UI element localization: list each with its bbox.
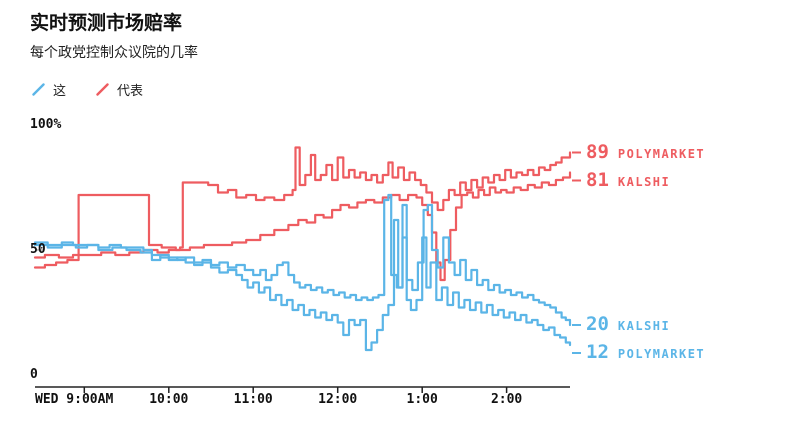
annotation-value: 12 <box>586 341 609 363</box>
x-axis-label: WED 9:00AM <box>35 392 114 407</box>
x-axis-label: 2:00 <box>490 392 523 407</box>
x-axis-label: 11:00 <box>233 392 273 407</box>
series-line-rep-kalshi <box>33 171 572 282</box>
legend-label-dem: 这 <box>53 84 67 99</box>
series-line-rep-polymarket <box>33 146 572 259</box>
end-annotation-kalshi-81: 81 KALSHI <box>586 169 670 191</box>
annotation-source: POLYMARKET <box>617 146 706 161</box>
dem-line-swatch-icon <box>32 83 45 96</box>
x-axis-label: 12:00 <box>318 392 358 407</box>
legend-item-rep: 代表 <box>96 80 143 99</box>
end-annotation-polymarket-89: 89 POLYMARKET <box>586 141 705 163</box>
x-axis-label: 1:00 <box>406 392 438 407</box>
chart-subtitle: 每个政党控制众议院的几率 <box>30 45 198 61</box>
legend-item-dem: 这 <box>32 80 66 99</box>
annotation-source: KALSHI <box>617 174 671 189</box>
y-axis-label: 0 <box>30 367 38 382</box>
rep-line-swatch-icon <box>96 83 109 96</box>
annotation-source: POLYMARKET <box>617 347 706 361</box>
legend: 这 代表 <box>32 80 143 99</box>
end-annotation-kalshi-20: 20 KALSHI <box>586 313 670 335</box>
legend-label-rep: 代表 <box>117 84 144 99</box>
series-line-dem-polymarket <box>33 203 572 352</box>
page-title: 实时预测市场赔率 <box>30 12 183 34</box>
annotation-value: 89 <box>586 140 609 163</box>
y-axis-label: 50 <box>30 242 46 257</box>
y-axis-label: 100% <box>30 117 62 132</box>
annotation-value: 20 <box>586 313 609 335</box>
annotation-value: 81 <box>586 168 609 191</box>
x-axis-label: 10:00 <box>149 392 189 407</box>
end-annotation-polymarket-12: 12 POLYMARKET <box>586 341 705 363</box>
annotation-source: KALSHI <box>617 319 671 333</box>
